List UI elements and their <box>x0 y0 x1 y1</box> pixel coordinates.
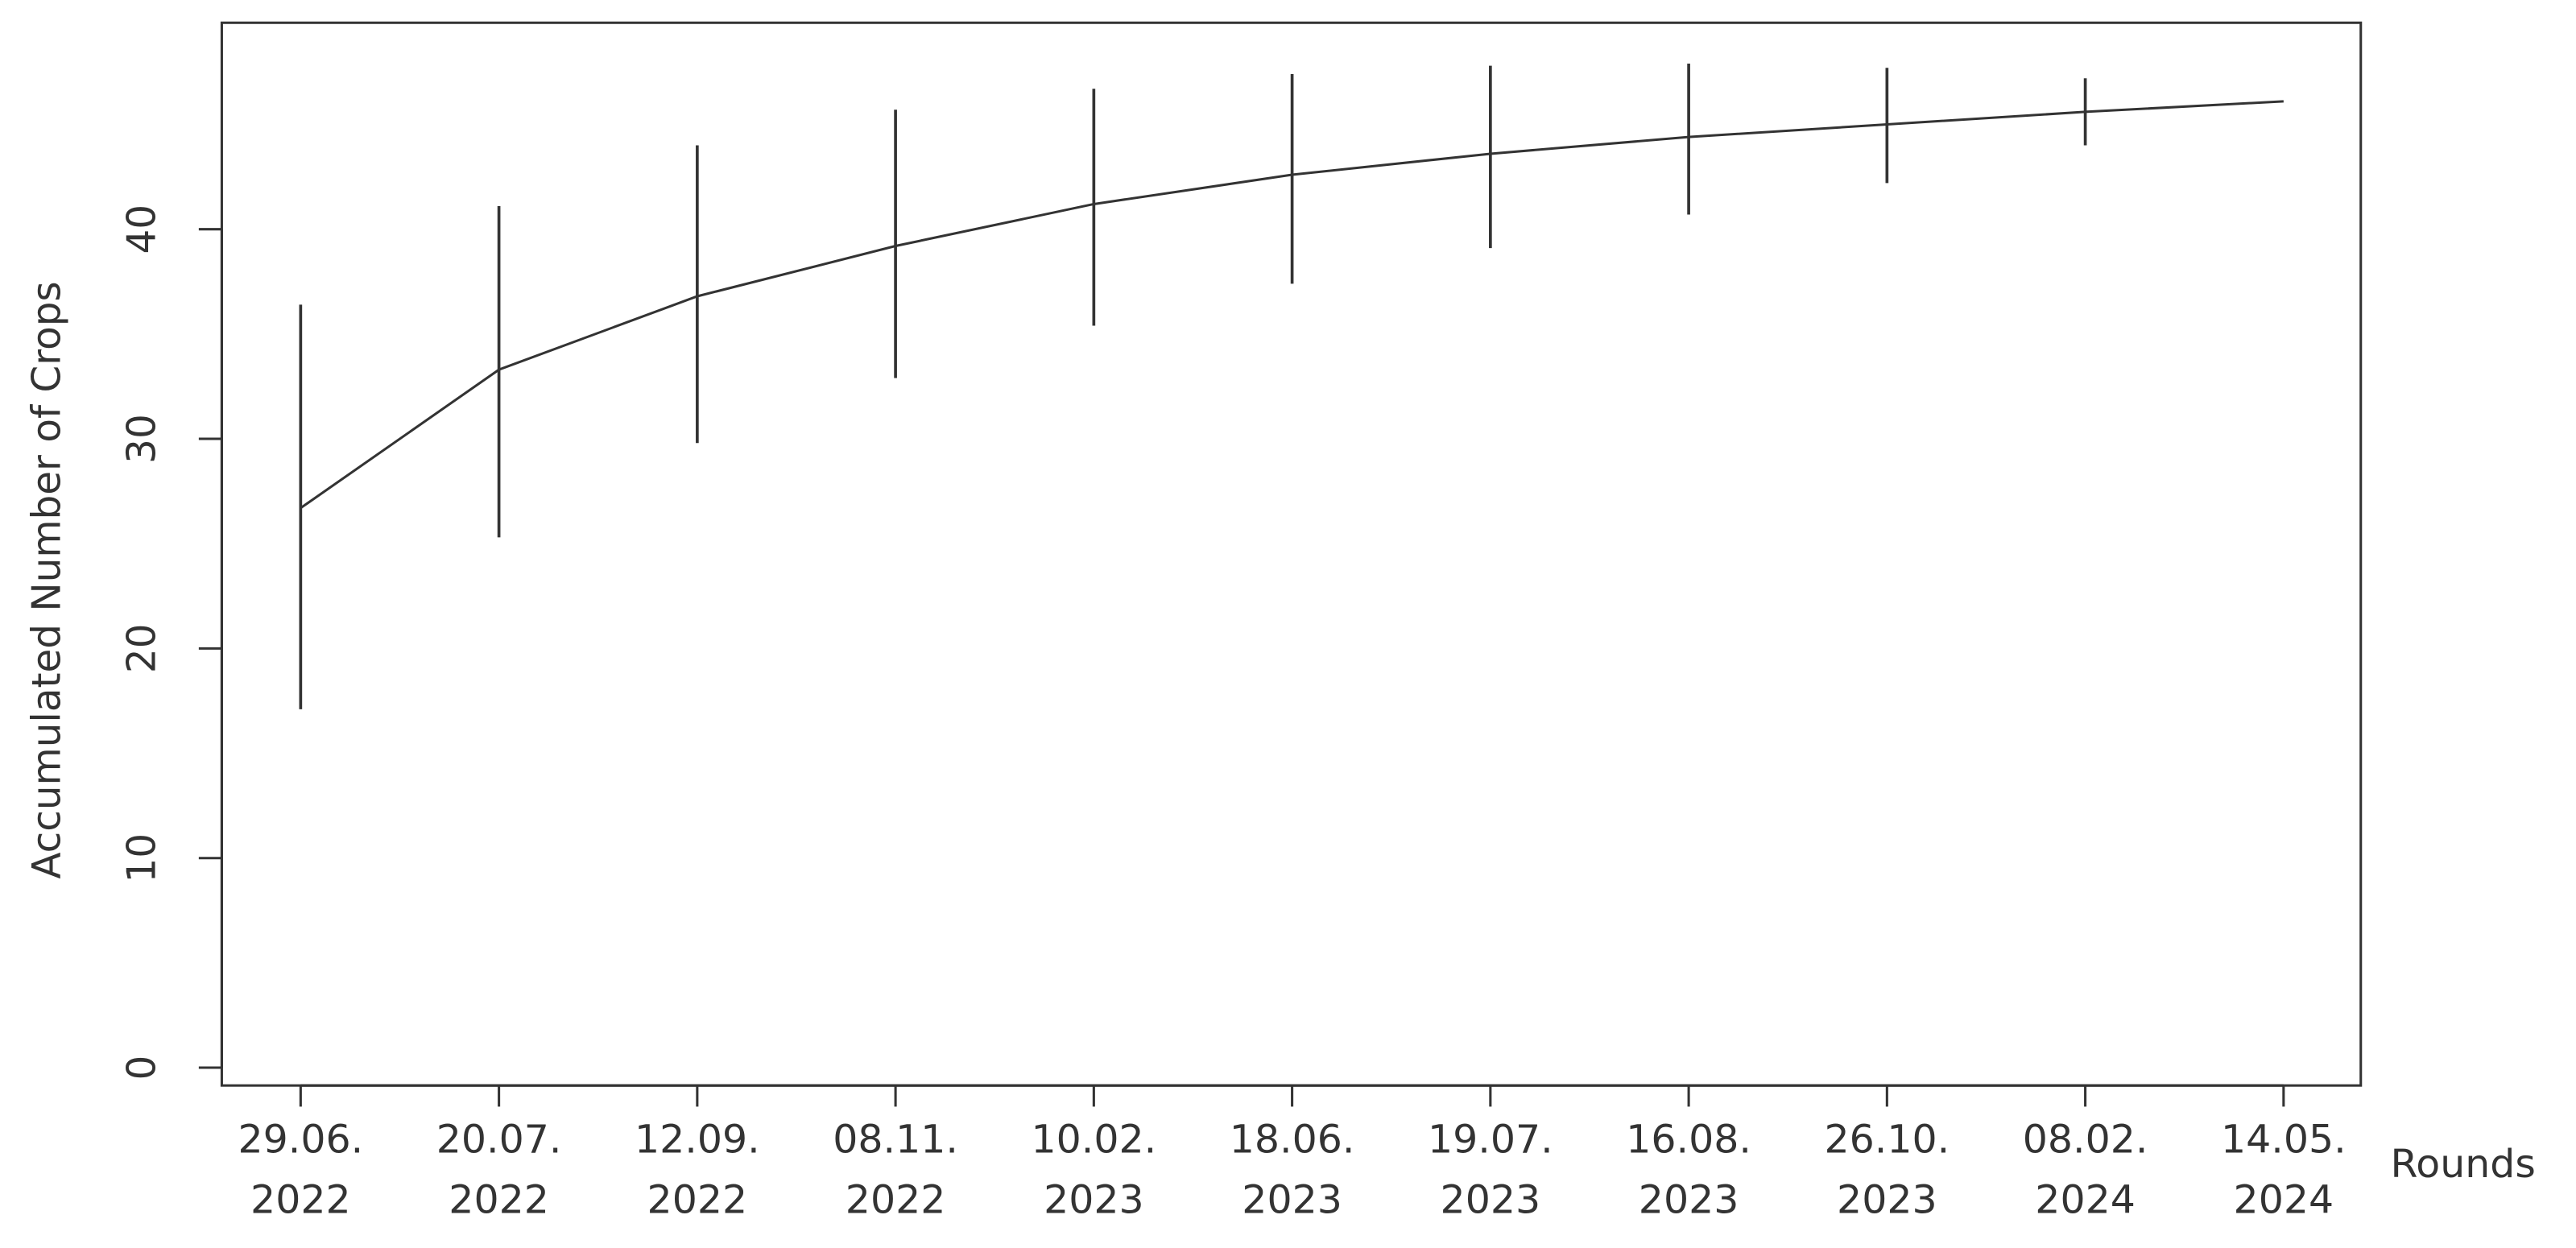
x-tick-label: 10.02. 2023 <box>1032 1118 1157 1222</box>
y-tick-label: 20 <box>119 624 164 674</box>
x-tick-label: 26.10. 2023 <box>1825 1118 1950 1222</box>
y-tick-label: 0 <box>119 1056 164 1081</box>
y-tick-label: 30 <box>119 414 164 464</box>
x-tick-label: 08.02. 2024 <box>2023 1118 2148 1222</box>
x-tick-label: 12.09. 2022 <box>635 1118 760 1222</box>
x-tick-label: 19.07. 2023 <box>1428 1118 1553 1222</box>
x-axis-title: Rounds <box>2390 1142 2535 1187</box>
x-tick-label: 20.07. 2022 <box>436 1118 562 1222</box>
x-tick-label: 14.05. 2024 <box>2221 1118 2347 1222</box>
y-axis-title: Accumulated Number of Crops <box>24 281 69 878</box>
x-tick-label: 18.06. 2023 <box>1230 1118 1355 1222</box>
x-tick-label: 29.06. 2022 <box>238 1118 364 1222</box>
x-tick-label: 16.08. 2023 <box>1626 1118 1751 1222</box>
x-tick-label: 08.11. 2022 <box>833 1118 958 1222</box>
y-tick-label: 10 <box>119 833 164 883</box>
y-tick-label: 40 <box>119 205 164 254</box>
